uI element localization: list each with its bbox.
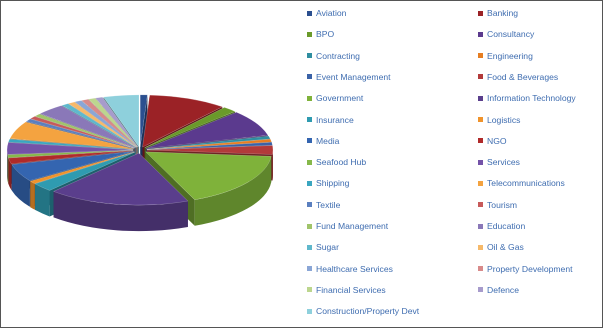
pie-slice-aviation	[139, 94, 148, 173]
legend-item: BPO	[307, 25, 334, 43]
legend-swatch	[478, 117, 483, 122]
legend-item: Fund Management	[307, 217, 388, 235]
legend-item: Defence	[478, 281, 519, 299]
legend-item: Shipping	[307, 174, 349, 192]
legend-label: Property Development	[487, 263, 573, 274]
legend-item: Oil & Gas	[478, 238, 524, 256]
legend-label: Services	[487, 157, 520, 168]
legend-swatch	[478, 202, 483, 208]
legend-label: Government	[316, 93, 364, 104]
legend-swatch	[307, 31, 312, 37]
legend-label: Aviation	[316, 8, 347, 18]
legend-swatch	[307, 244, 312, 250]
legend-swatch	[307, 95, 312, 101]
legend-item: Logistics	[478, 111, 520, 129]
legend-label: Financial Services	[316, 284, 386, 295]
legend-swatch	[478, 31, 483, 37]
chart-legend: Aviation Banking BPO Consultancy Contracting…	[307, 4, 607, 330]
legend-item: Services	[478, 153, 520, 171]
legend-swatch	[478, 223, 483, 229]
legend-swatch	[307, 159, 312, 165]
legend-swatch	[307, 223, 312, 229]
legend-item: Consultancy	[478, 25, 534, 43]
legend-label: Engineering	[487, 50, 533, 61]
legend-label: Tourism	[487, 199, 518, 210]
legend-item: Contracting	[307, 47, 360, 65]
legend-item: Financial Services	[307, 281, 386, 299]
legend-label: Banking	[487, 8, 519, 18]
legend-item: Construction/Property Devt	[307, 302, 419, 320]
legend-item: Education	[478, 217, 525, 235]
legend-swatch	[307, 117, 312, 122]
legend-swatch	[478, 287, 483, 293]
legend-label: Seafood Hub	[316, 157, 367, 168]
legend-swatch	[307, 53, 312, 59]
legend-swatch	[478, 53, 483, 59]
legend-label: Healthcare Services	[316, 263, 393, 274]
legend-label: NGO	[487, 135, 507, 146]
legend-label: Event Management	[316, 71, 391, 82]
legend-item: Banking	[478, 4, 518, 22]
legend-label: Consultancy	[487, 29, 535, 40]
legend-label: Telecommunications	[487, 178, 565, 189]
legend-swatch	[307, 180, 312, 186]
legend-swatch	[307, 266, 312, 272]
legend-label: Fund Management	[316, 221, 389, 231]
legend-label: Insurance	[316, 114, 354, 125]
legend-item: NGO	[478, 132, 507, 150]
pie-slice-information-technology	[52, 152, 189, 232]
legend-item: Information Technology	[478, 89, 576, 107]
legend-swatch	[307, 202, 312, 208]
legend-swatch	[478, 10, 483, 16]
legend-swatch	[478, 266, 483, 272]
legend-item: Aviation	[307, 4, 346, 22]
legend-item: Government	[307, 89, 363, 107]
legend-label: Construction/Property Devt	[316, 306, 420, 317]
legend-label: Sugar	[316, 242, 339, 253]
legend-label: Oil & Gas	[487, 242, 524, 253]
legend-swatch	[478, 95, 483, 101]
legend-swatch	[307, 308, 312, 314]
legend-swatch	[478, 244, 483, 250]
legend-item: Engineering	[478, 47, 533, 65]
legend-label: Education	[487, 221, 526, 231]
legend-swatch	[478, 159, 483, 165]
legend-item: Insurance	[307, 111, 354, 129]
legend-swatch	[307, 287, 312, 293]
legend-label: Media	[316, 135, 340, 146]
legend-swatch	[478, 180, 483, 186]
legend-swatch	[478, 74, 483, 80]
legend-label: Contracting	[316, 50, 360, 61]
legend-swatch	[307, 138, 312, 144]
legend-item: Property Development	[478, 260, 573, 278]
legend-label: Information Technology	[487, 93, 576, 104]
legend-item: Food & Beverages	[478, 68, 558, 86]
legend-swatch	[307, 10, 312, 16]
legend-item: Seafood Hub	[307, 153, 366, 171]
legend-item: Media	[307, 132, 339, 150]
legend-swatch	[478, 138, 483, 144]
legend-label: Food & Beverages	[487, 71, 559, 82]
legend-item: Sugar	[307, 238, 339, 256]
legend-item: Textile	[307, 196, 340, 214]
legend-label: Logistics	[487, 114, 521, 125]
legend-label: BPO	[316, 29, 335, 40]
legend-item: Healthcare Services	[307, 260, 393, 278]
legend-item: Event Management	[307, 68, 391, 86]
legend-item: Telecommunications	[478, 174, 565, 192]
legend-swatch	[307, 74, 312, 80]
legend-label: Defence	[487, 284, 520, 295]
legend-item: Tourism	[478, 196, 517, 214]
legend-label: Textile	[316, 199, 341, 210]
legend-label: Shipping	[316, 178, 350, 189]
pie-chart	[6, 94, 274, 232]
